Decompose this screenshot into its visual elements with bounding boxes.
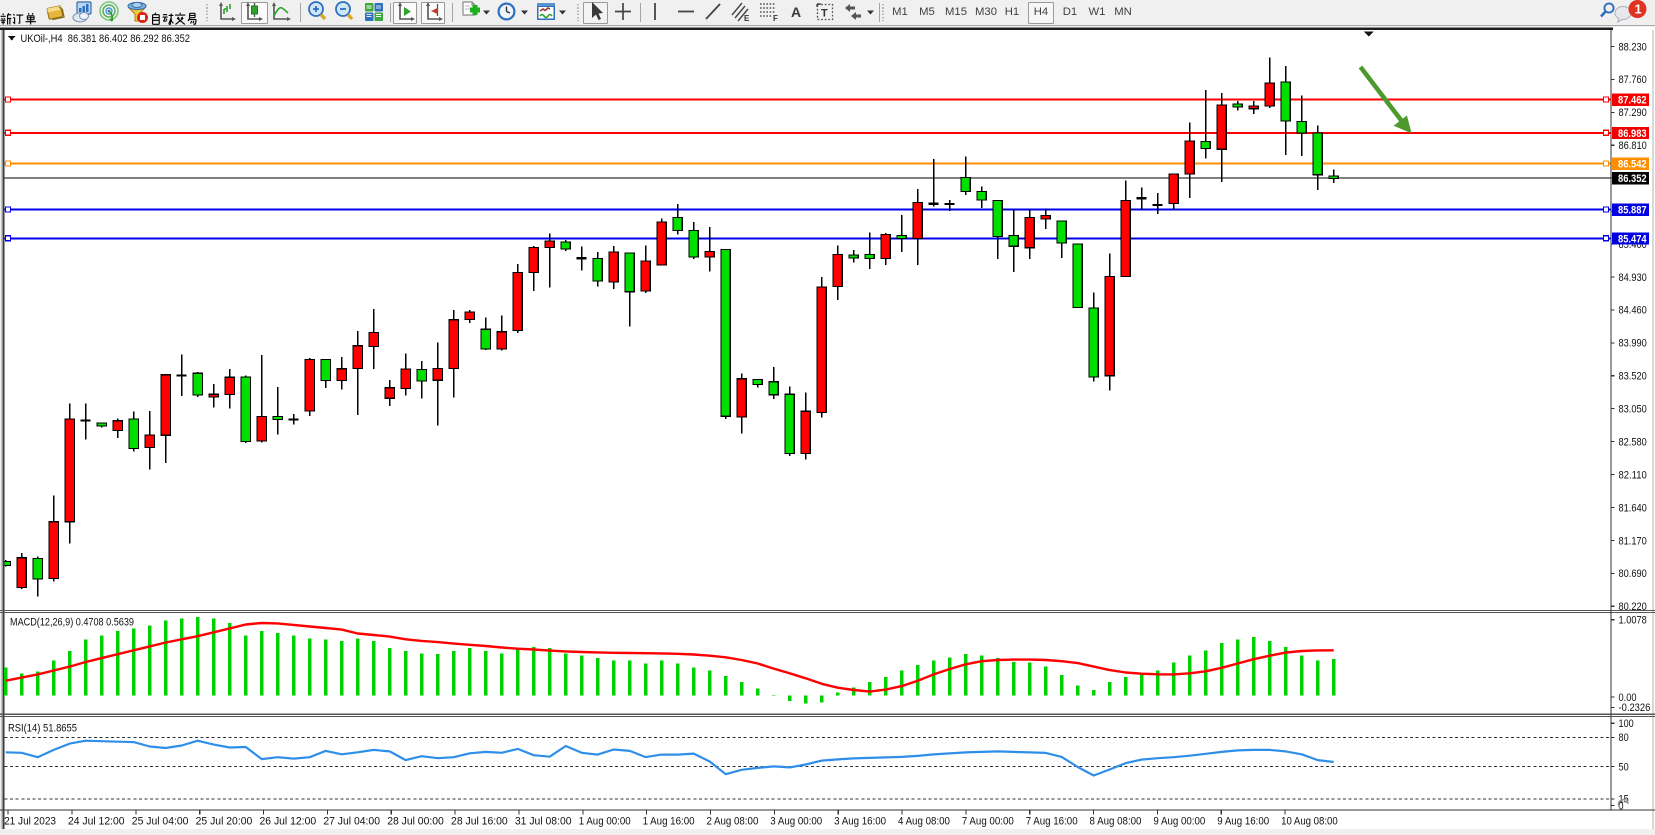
svg-text:10 Aug 08:00: 10 Aug 08:00	[1281, 816, 1338, 828]
svg-text:MACD(12,26,9) 0.4708 0.5639: MACD(12,26,9) 0.4708 0.5639	[10, 616, 134, 628]
svg-text:1 Aug 16:00: 1 Aug 16:00	[643, 816, 695, 828]
svg-text:87.290: 87.290	[1619, 107, 1647, 119]
svg-text:81.170: 81.170	[1619, 535, 1647, 547]
svg-text:81.640: 81.640	[1619, 502, 1647, 514]
svg-text:0: 0	[1619, 801, 1624, 813]
svg-text:80.690: 80.690	[1619, 568, 1647, 580]
svg-text:1.0078: 1.0078	[1619, 615, 1647, 627]
svg-text:28 Jul 16:00: 28 Jul 16:00	[451, 816, 508, 828]
svg-text:27 Jul 04:00: 27 Jul 04:00	[323, 816, 380, 828]
svg-text:26 Jul 12:00: 26 Jul 12:00	[260, 816, 317, 828]
svg-text:82.110: 82.110	[1619, 469, 1647, 481]
svg-text:83.050: 83.050	[1619, 404, 1647, 416]
svg-text:T: T	[821, 8, 828, 20]
svg-text:83.520: 83.520	[1619, 371, 1647, 383]
svg-text:1: 1	[1635, 2, 1642, 17]
svg-text:7 Aug 00:00: 7 Aug 00:00	[962, 816, 1014, 828]
svg-text:83.990: 83.990	[1619, 338, 1647, 350]
svg-text:1 Aug 00:00: 1 Aug 00:00	[579, 816, 631, 828]
svg-text:84.460: 84.460	[1619, 305, 1647, 317]
svg-text:UKOil-,H4 86.381 86.402 86.29: UKOil-,H4 86.381 86.402 86.292 86.352	[21, 33, 191, 45]
svg-text:31 Jul 08:00: 31 Jul 08:00	[515, 816, 572, 828]
svg-text:-0.2326: -0.2326	[1619, 702, 1651, 714]
svg-text:RSI(14) 51.8655: RSI(14) 51.8655	[8, 723, 77, 735]
svg-text:84.930: 84.930	[1619, 272, 1647, 284]
svg-text:85.887: 85.887	[1618, 205, 1647, 217]
svg-text:28 Jul 00:00: 28 Jul 00:00	[387, 816, 444, 828]
svg-text:3 Aug 16:00: 3 Aug 16:00	[834, 816, 886, 828]
svg-text:25 Jul 20:00: 25 Jul 20:00	[196, 816, 253, 828]
svg-text:25 Jul 04:00: 25 Jul 04:00	[132, 816, 189, 828]
svg-text:3 Aug 00:00: 3 Aug 00:00	[770, 816, 822, 828]
svg-text:21 Jul 2023: 21 Jul 2023	[4, 816, 56, 828]
svg-text:9 Aug 00:00: 9 Aug 00:00	[1153, 816, 1205, 828]
svg-text:0.00: 0.00	[1619, 692, 1637, 704]
svg-text:86.983: 86.983	[1618, 128, 1647, 140]
svg-text:2 Aug 08:00: 2 Aug 08:00	[706, 816, 758, 828]
svg-text:86.542: 86.542	[1618, 158, 1647, 170]
svg-text:50: 50	[1619, 761, 1629, 773]
svg-text:E: E	[744, 14, 750, 23]
svg-text:80: 80	[1619, 732, 1629, 744]
svg-text:24 Jul 12:00: 24 Jul 12:00	[68, 816, 125, 828]
svg-text:82.580: 82.580	[1619, 436, 1647, 448]
svg-text:F: F	[773, 14, 778, 23]
svg-text:7 Aug 16:00: 7 Aug 16:00	[1026, 816, 1078, 828]
svg-text:100: 100	[1619, 718, 1634, 730]
svg-text:80.220: 80.220	[1619, 601, 1647, 613]
svg-text:8 Aug 08:00: 8 Aug 08:00	[1090, 816, 1142, 828]
svg-text:86.810: 86.810	[1619, 140, 1647, 152]
svg-text:4 Aug 08:00: 4 Aug 08:00	[898, 816, 950, 828]
svg-text:87.760: 87.760	[1619, 74, 1647, 86]
svg-text:88.230: 88.230	[1619, 41, 1647, 53]
svg-text:86.352: 86.352	[1618, 173, 1647, 185]
svg-text:87.462: 87.462	[1618, 95, 1647, 107]
svg-text:9 Aug 16:00: 9 Aug 16:00	[1217, 816, 1269, 828]
svg-text:85.474: 85.474	[1618, 233, 1647, 245]
